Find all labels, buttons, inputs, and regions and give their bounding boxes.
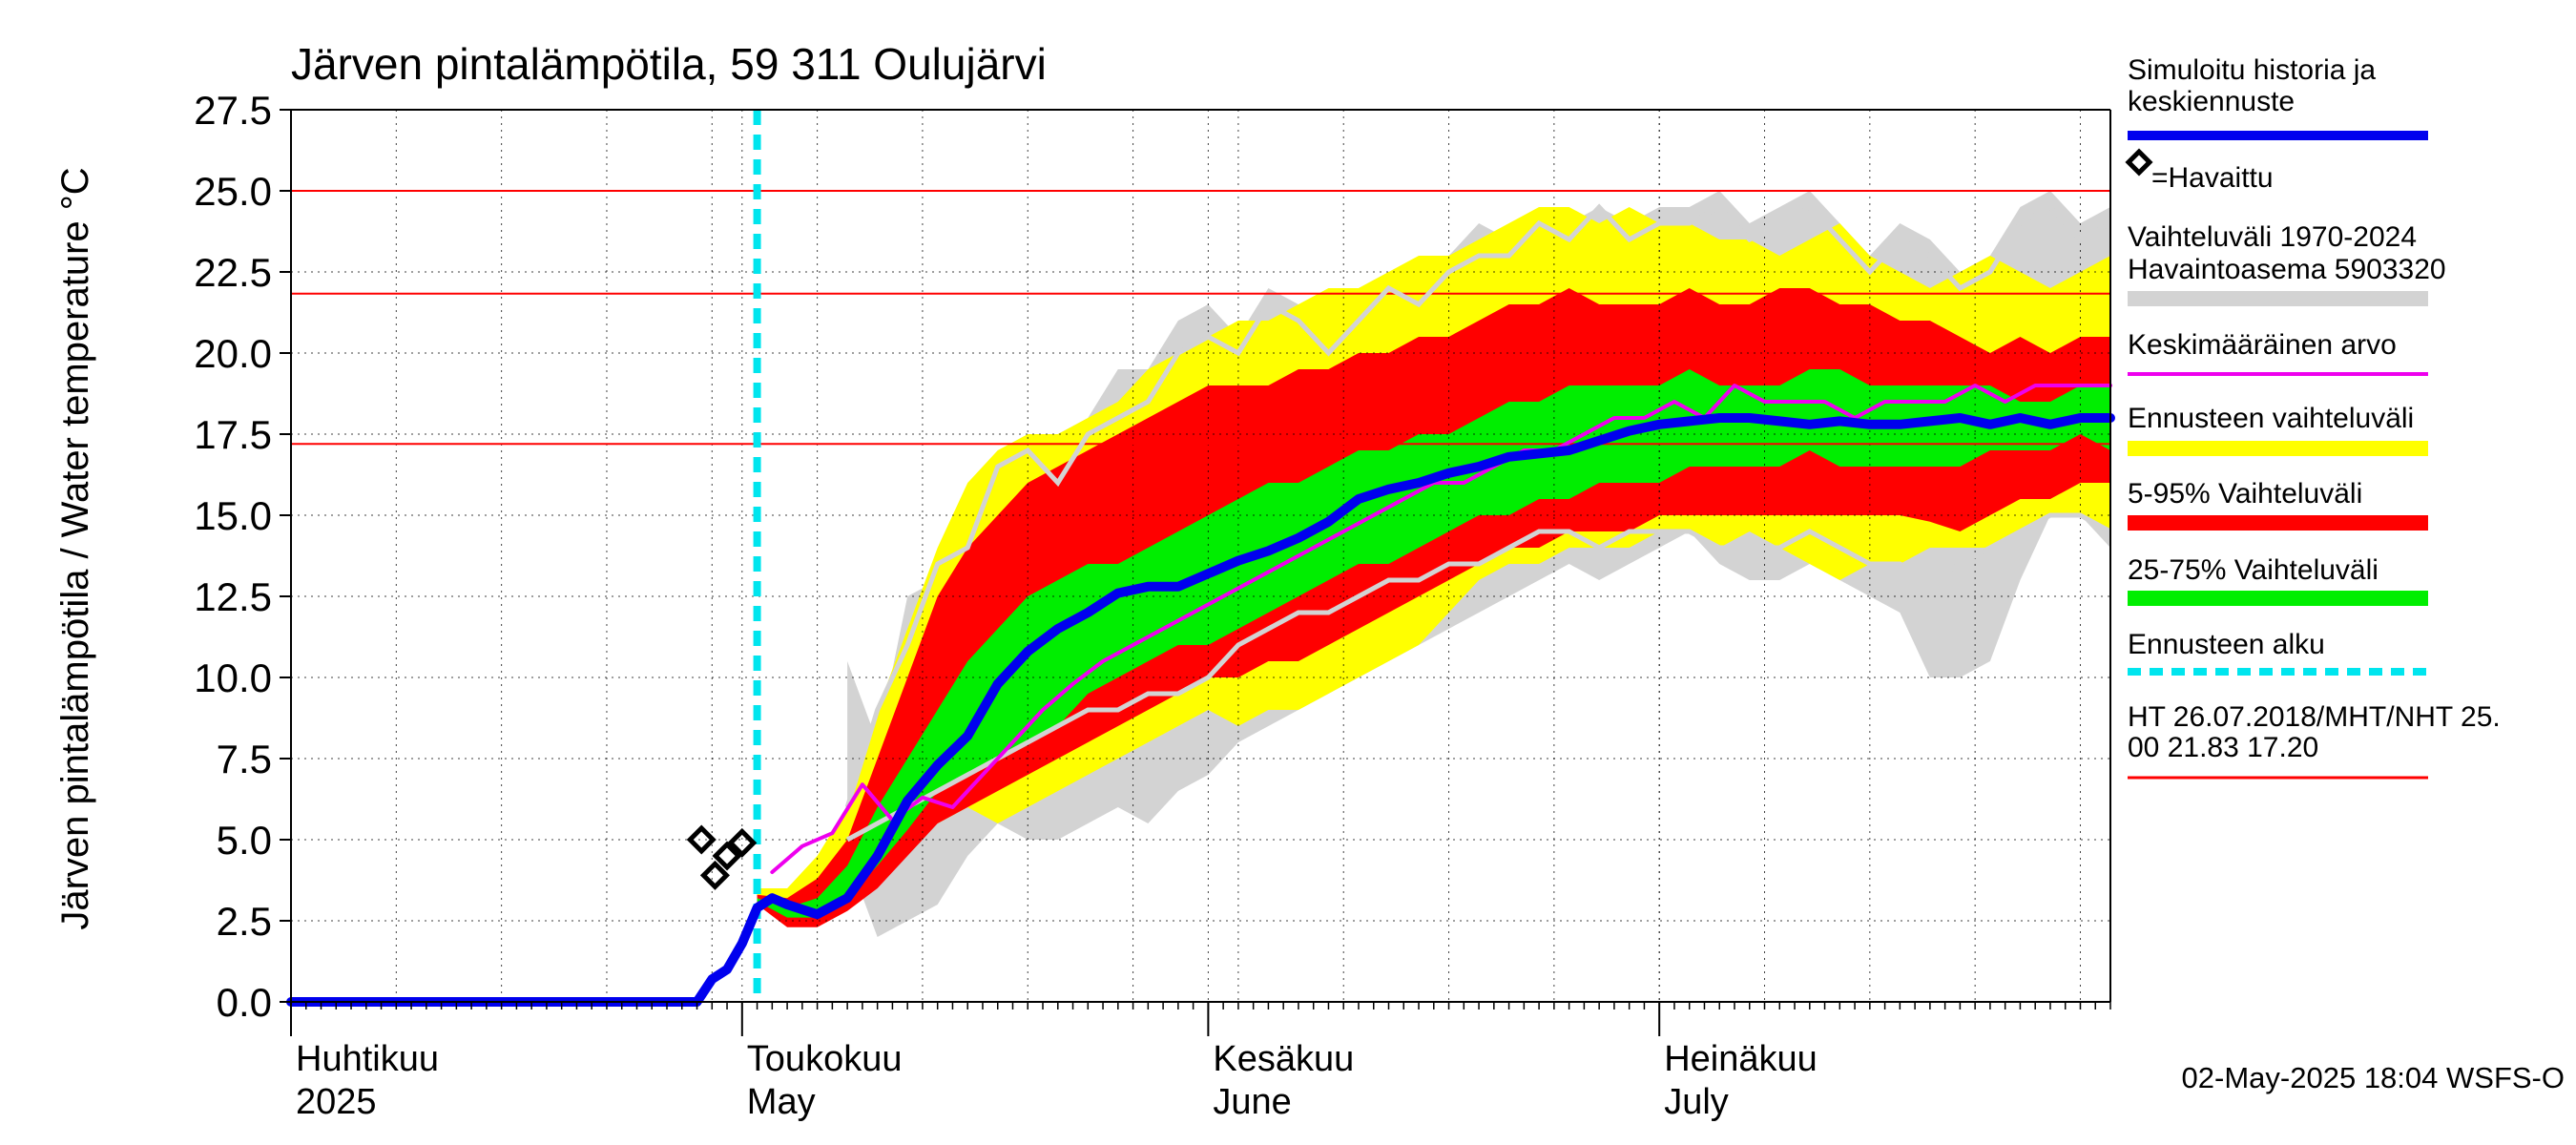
y-tick-label: 20.0 [194, 331, 272, 376]
legend-label: Ennusteen vaihteluväli [2128, 403, 2414, 434]
legend-item-25-75-vaihteluvali: 25-75% Vaihteluväli [2128, 554, 2428, 606]
legend-item-havaittu: =Havaittu [2125, 148, 2274, 194]
legend-label: HT 26.07.2018/MHT/NHT 25. [2128, 701, 2501, 733]
historical-range-lower [845, 512, 2112, 843]
observed-markers [686, 824, 758, 890]
legend-label: Vaihteluväli 1970-2024 [2128, 221, 2417, 253]
legend-item-ht-26-07-2018-mht-nht-25: HT 26.07.2018/MHT/NHT 25.00 21.83 17.20 [2128, 701, 2501, 780]
observed-point [727, 827, 758, 858]
y-tick-label: 5.0 [217, 818, 272, 863]
reference-lines [291, 190, 2110, 446]
legend-label: 5-95% Vaihteluväli [2128, 478, 2362, 510]
y-tick-label: 7.5 [217, 737, 272, 781]
y-tick-label: 10.0 [194, 656, 272, 700]
y-tick-label: 2.5 [217, 899, 272, 944]
month-label-fi: Toukokuu [747, 1039, 903, 1079]
legend-item-keskimaarainen-arvo: Keskimääräinen arvo [2128, 329, 2428, 376]
legend-item-vaihteluvali-1970-2024: Vaihteluväli 1970-2024 Havaintoasema 590… [2128, 221, 2446, 306]
month-label-en: May [747, 1082, 816, 1122]
observed-point [699, 860, 730, 890]
month-label-en: June [1213, 1082, 1291, 1122]
y-tick-label: 12.5 [194, 574, 272, 619]
month-label-fi: Huhtikuu [296, 1039, 439, 1079]
y-tick-label: 15.0 [194, 493, 272, 538]
month-label-fi: Heinäkuu [1664, 1039, 1818, 1079]
legend-label: Keskimääräinen arvo [2128, 329, 2397, 361]
variation-bands [757, 191, 2110, 937]
month-label-en: 2025 [296, 1082, 377, 1122]
footer-timestamp: 02-May-2025 18:04 WSFS-O [2182, 1061, 2565, 1094]
observed-point [712, 841, 742, 871]
legend-label: 25-75% Vaihteluväli [2128, 554, 2379, 586]
y-tick-label: 27.5 [194, 88, 272, 133]
legend-item-ennusteen-vaihteluvali: Ennusteen vaihteluväli [2128, 403, 2428, 456]
month-label-en: July [1664, 1082, 1729, 1122]
y-tick-label: 17.5 [194, 412, 272, 457]
historical-range-upper [844, 203, 2112, 808]
legend-label: Ennusteen alku [2128, 629, 2325, 660]
line-simuloitu-historia-ja-keskiennuste [286, 413, 2115, 1007]
legend-item-5-95-vaihteluvali: 5-95% Vaihteluväli [2128, 478, 2428, 531]
observed-point [686, 824, 717, 855]
legend-label: =Havaittu [2151, 162, 2274, 194]
chart-title: Järven pintalämpötila, 59 311 Oulujärvi [291, 39, 1047, 89]
month-label-fi: Kesäkuu [1213, 1039, 1354, 1079]
legend-label-line2: Havaintoasema 5903320 [2128, 254, 2446, 285]
line-keskimaarainen-arvo [770, 384, 2112, 874]
legend-swatch [2125, 148, 2153, 177]
y-tick-label: 0.0 [217, 980, 272, 1025]
series-lines [286, 110, 2115, 1007]
legend-label-line2: keskiennuste [2128, 86, 2295, 117]
y-tick-label: 25.0 [194, 169, 272, 214]
y-axis-label: Järven pintalämpötila / Water temperatur… [54, 167, 96, 929]
legend-label-line2: 00 21.83 17.20 [2128, 732, 2318, 763]
legend-label: Simuloitu historia ja [2128, 54, 2376, 86]
y-tick-label: 22.5 [194, 250, 272, 295]
axes: 0.0 2.5 5.0 7.5 10.0 12.5 15.0 17.5 20.0 22.5 25.0… [194, 88, 2111, 1122]
legend-item-ennusteen-alku: Ennusteen alku [2128, 629, 2428, 676]
